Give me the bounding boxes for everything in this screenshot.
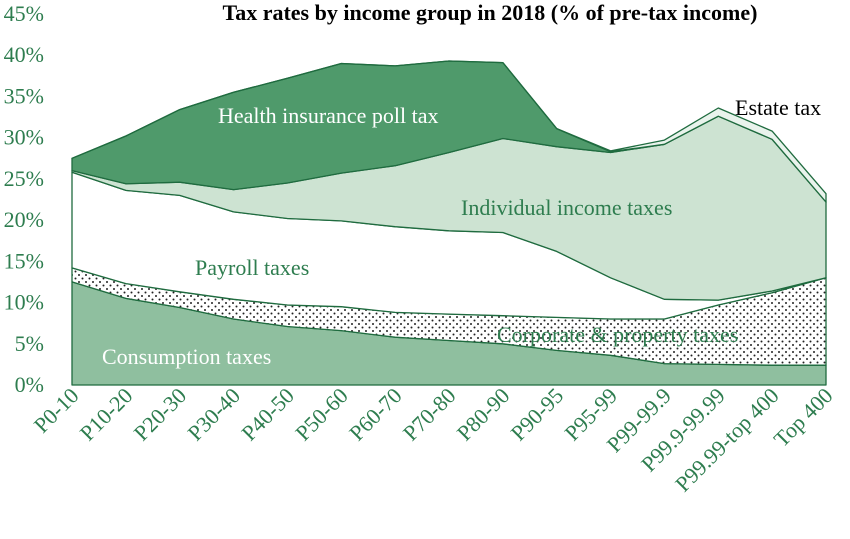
label-payroll-taxes: Payroll taxes: [195, 255, 309, 280]
x-tick-label: P50-60: [290, 383, 353, 446]
label-corporate-property-taxes: Corporate & property taxes: [497, 322, 738, 347]
y-tick-label: 40%: [4, 42, 44, 67]
series-labels: Consumption taxes Corporate & property ta…: [102, 95, 821, 369]
stacked-areas: [71, 60, 827, 386]
x-tick-label: P80-90: [452, 383, 515, 446]
x-tick-label: P40-50: [236, 383, 299, 446]
label-health-insurance-poll-tax: Health insurance poll tax: [218, 103, 439, 128]
y-tick-label: 5%: [15, 331, 44, 356]
y-tick-label: 30%: [4, 125, 44, 150]
label-estate-tax: Estate tax: [735, 95, 821, 120]
x-axis: P0-10P10-20P20-30P30-40P40-50P50-60P60-7…: [29, 383, 838, 497]
chart-title: Tax rates by income group in 2018 (% of …: [223, 0, 758, 25]
x-tick-label: P60-70: [344, 383, 407, 446]
y-axis: 0% 5% 10% 15% 20% 25% 30% 35% 40% 45%: [4, 1, 44, 397]
label-consumption-taxes: Consumption taxes: [102, 344, 271, 369]
x-tick-label: P10-20: [75, 383, 138, 446]
label-individual-income-taxes: Individual income taxes: [461, 195, 672, 220]
x-tick-label: P70-80: [398, 383, 461, 446]
x-tick-label: P20-30: [129, 383, 192, 446]
y-tick-label: 45%: [4, 1, 44, 26]
y-tick-label: 20%: [4, 207, 44, 232]
y-tick-label: 15%: [4, 248, 44, 273]
x-tick-label: Top 400: [769, 383, 838, 452]
y-tick-label: 10%: [4, 290, 44, 315]
y-tick-label: 25%: [4, 166, 44, 191]
y-tick-label: 0%: [15, 372, 44, 397]
x-tick-label: P30-40: [182, 383, 245, 446]
area-estate-tax: [71, 60, 827, 203]
x-tick-label: P90-95: [506, 383, 569, 446]
y-tick-label: 35%: [4, 83, 44, 108]
